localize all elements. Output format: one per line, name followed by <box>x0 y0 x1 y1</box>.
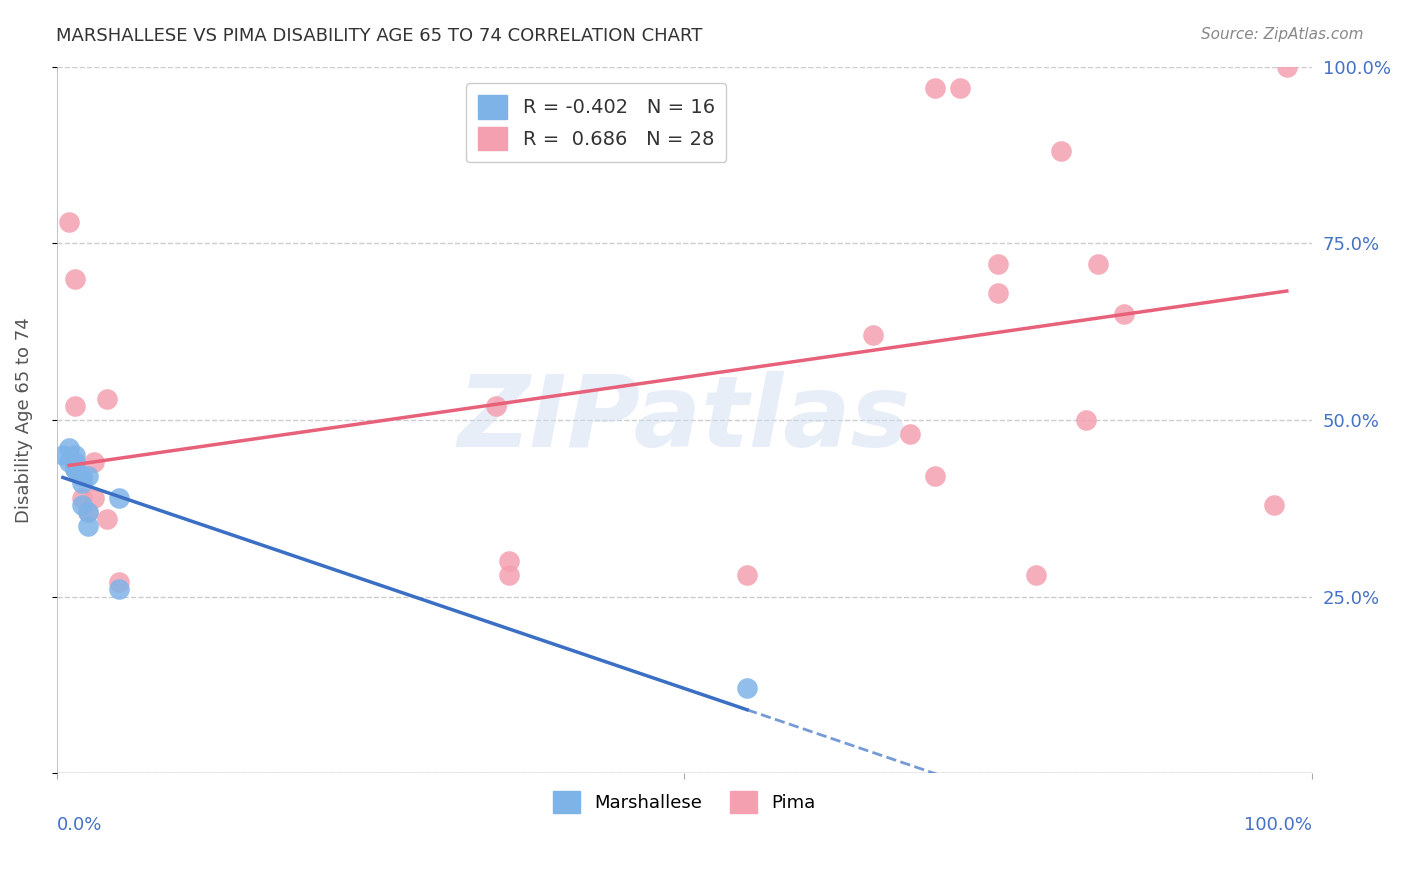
Point <box>77 505 100 519</box>
Y-axis label: Disability Age 65 to 74: Disability Age 65 to 74 <box>15 317 32 523</box>
Point <box>1074 413 1097 427</box>
Point <box>498 568 520 582</box>
Point <box>924 469 946 483</box>
Point <box>70 469 93 483</box>
Point <box>65 271 87 285</box>
Point <box>65 455 87 469</box>
Point <box>987 257 1010 271</box>
Point <box>924 80 946 95</box>
Point <box>1112 307 1135 321</box>
Point <box>96 512 118 526</box>
Point <box>735 681 758 696</box>
Point <box>83 455 105 469</box>
Point <box>1025 568 1047 582</box>
Point <box>987 285 1010 300</box>
Point <box>1263 498 1285 512</box>
Point <box>898 427 921 442</box>
Point <box>498 554 520 568</box>
Point <box>58 441 80 455</box>
Point <box>77 469 100 483</box>
Point <box>58 455 80 469</box>
Point <box>70 476 93 491</box>
Point <box>70 498 93 512</box>
Point <box>65 462 87 476</box>
Legend: Marshallese, Pima: Marshallese, Pima <box>546 784 823 821</box>
Point <box>735 568 758 582</box>
Point <box>65 399 87 413</box>
Point <box>65 448 87 462</box>
Point <box>108 491 131 505</box>
Point <box>1275 60 1298 74</box>
Text: ZIPatlas: ZIPatlas <box>458 371 911 468</box>
Point <box>862 328 884 343</box>
Point <box>1050 145 1073 159</box>
Point <box>58 215 80 229</box>
Point <box>1087 257 1109 271</box>
Point <box>70 491 93 505</box>
Point <box>83 491 105 505</box>
Point <box>65 462 87 476</box>
Text: MARSHALLESE VS PIMA DISABILITY AGE 65 TO 74 CORRELATION CHART: MARSHALLESE VS PIMA DISABILITY AGE 65 TO… <box>56 27 703 45</box>
Text: 0.0%: 0.0% <box>56 815 103 834</box>
Point <box>485 399 508 413</box>
Text: Source: ZipAtlas.com: Source: ZipAtlas.com <box>1201 27 1364 42</box>
Point <box>96 392 118 406</box>
Point <box>77 519 100 533</box>
Point <box>52 448 75 462</box>
Point <box>949 80 972 95</box>
Point <box>108 582 131 597</box>
Text: 100.0%: 100.0% <box>1244 815 1312 834</box>
Point <box>77 505 100 519</box>
Point <box>108 575 131 590</box>
